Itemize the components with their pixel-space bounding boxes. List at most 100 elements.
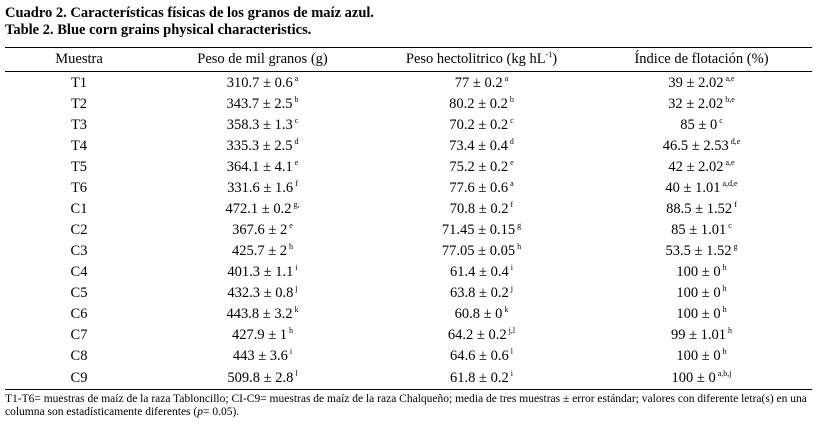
significance-letters: i [510, 263, 513, 272]
cell-sample: C6 [70, 306, 88, 322]
cell-sample: T3 [70, 117, 88, 133]
cell-value: 331.6 ± 1.6 [227, 180, 294, 196]
cell-value: 75.2 ± 0.2 [449, 159, 509, 175]
significance-letters: b [294, 95, 299, 104]
table-row: C9 509.8 ± 2.8 l 61.8 ± 0.2 i 100 ± 0 a,b,j [5, 367, 812, 390]
header-hectoliter-weight: Peso hectolitrico (kg hL-1) [372, 48, 591, 72]
significance-letters: f [734, 200, 737, 209]
significance-letters: j [510, 284, 513, 293]
cell-sample: C3 [70, 243, 88, 259]
cell-value: 70.2 ± 0.2 [449, 117, 509, 133]
cell-value: 99 ± 1.01 [670, 327, 727, 343]
table-row: T6 331.6 ± 1.6 f 77.6 ± 0.6 a 40 ± 1.01 a,d,e [5, 178, 812, 199]
cell-thousand-grain-weight: 472.1 ± 0.2 g, [153, 199, 372, 220]
cell-value: 77 ± 0.2 [454, 75, 503, 91]
footnote-text: T1-T6= muestras de maíz de la raza Tablo… [5, 393, 807, 418]
cell-thousand-grain-weight: 509.8 ± 2.8 l [153, 367, 372, 390]
cell-value: 443 ± 3.6 [232, 348, 288, 364]
cell-value: 509.8 ± 2.8 [227, 369, 294, 386]
significance-letters: h [722, 263, 727, 272]
cell-hectoliter-weight: 80.2 ± 0.2 b [372, 94, 591, 115]
cell-value: 71.45 ± 0.15 [441, 222, 516, 238]
significance-letters: b [509, 95, 514, 104]
cell-hectoliter-weight: 77.6 ± 0.6 a [372, 178, 591, 199]
cell-value: 61.4 ± 0.4 [450, 264, 509, 280]
cell-value: 335.3 ± 2.5 [226, 138, 293, 154]
significance-letters: e [294, 158, 299, 167]
cell-value: 85 ± 0 [680, 117, 718, 133]
cell-thousand-grain-weight: 310.7 ± 0.6 a [153, 72, 372, 95]
cell-thousand-grain-weight: 358.3 ± 1.3 c [153, 115, 372, 136]
cell-hectoliter-weight: 61.4 ± 0.4 i [372, 262, 591, 283]
cell-flotation-index: 53.5 ± 1.52 g [591, 241, 812, 262]
significance-letters: g, [293, 200, 300, 209]
significance-letters: g [517, 221, 522, 230]
significance-letters: c [728, 221, 732, 230]
cell-value: 77.6 ± 0.6 [449, 180, 509, 196]
cell-sample: C1 [70, 201, 88, 217]
table-page: Cuadro 2. Características físicas de los… [5, 0, 812, 419]
cell-flotation-index: 42 ± 2.02 a,e [591, 157, 812, 178]
cell-value: 80.2 ± 0.2 [449, 96, 508, 112]
significance-letters: l [295, 368, 298, 378]
cell-value: 100 ± 0 [671, 369, 716, 386]
cell-value: 64.6 ± 0.6 [450, 348, 509, 364]
significance-letters: d [294, 137, 299, 146]
significance-letters: a [504, 74, 509, 83]
cell-value: 443.8 ± 3.2 [226, 306, 293, 322]
header-thousand-grain-weight: Peso de mil granos (g) [153, 48, 372, 72]
significance-letters: g [733, 242, 738, 251]
header-sample: Muestra [5, 48, 153, 72]
cell-sample: T5 [70, 159, 88, 175]
cell-value: 77.05 ± 0.05 [441, 243, 516, 259]
cell-hectoliter-weight: 64.2 ± 0.2 j,l [372, 325, 591, 346]
cell-thousand-grain-weight: 432.3 ± 0.8 j [153, 283, 372, 304]
significance-letters: a,d,e [722, 179, 738, 188]
cell-value: 343.7 ± 2.5 [226, 96, 293, 112]
cell-value: 367.6 ± 2 [232, 222, 288, 238]
significance-letters: c [719, 116, 723, 125]
cell-value: 425.7 ± 2 [231, 243, 288, 259]
significance-letters: c [294, 116, 299, 125]
table-row: C2 367.6 ± 2 e 71.45 ± 0.15 g 85 ± 1.01 c [5, 220, 812, 241]
significance-letters: h [722, 347, 727, 356]
cell-sample: T6 [70, 180, 88, 196]
table-row: T5 364.1 ± 4.1 e 75.2 ± 0.2 e 42 ± 2.02 a,e [5, 157, 812, 178]
header-hectoliter-close: ) [552, 51, 558, 67]
cell-hectoliter-weight: 64.6 ± 0.6 l [372, 346, 591, 367]
significance-letters: d [509, 137, 514, 146]
cell-value: 85 ± 1.01 [671, 222, 727, 238]
table-row: T2 343.7 ± 2.5 b 80.2 ± 0.2 b 32 ± 2.02 b,e [5, 94, 812, 115]
cell-flotation-index: 88.5 ± 1.52 f [591, 199, 812, 220]
cell-value: 61.8 ± 0.2 [450, 369, 509, 386]
cell-sample: C2 [70, 222, 88, 238]
cell-sample: T2 [70, 96, 88, 112]
cell-value: 73.4 ± 0.4 [449, 138, 508, 154]
table-header-row: Muestra Peso de mil granos (g) Peso hect… [5, 48, 812, 72]
cell-thousand-grain-weight: 331.6 ± 1.6 f [153, 178, 372, 199]
cell-value: 42 ± 2.02 [668, 159, 724, 175]
cell-sample: T1 [70, 75, 88, 91]
cell-value: 310.7 ± 0.6 [226, 75, 293, 91]
cell-value: 64.2 ± 0.2 [447, 327, 507, 343]
footnote-p-value: = 0.05). [203, 406, 240, 418]
cell-value: 358.3 ± 1.3 [226, 117, 293, 133]
cell-hectoliter-weight: 70.2 ± 0.2 c [372, 115, 591, 136]
table-caption-spanish: Cuadro 2. Características físicas de los… [5, 5, 375, 21]
cell-thousand-grain-weight: 343.7 ± 2.5 b [153, 94, 372, 115]
cell-hectoliter-weight: 71.45 ± 0.15 g [372, 220, 591, 241]
footnote-p-symbol: p [197, 406, 203, 418]
cell-hectoliter-weight: 61.8 ± 0.2 i [372, 367, 591, 390]
cell-value: 40 ± 1.01 [665, 180, 721, 196]
cell-thousand-grain-weight: 401.3 ± 1.1 i [153, 262, 372, 283]
cell-sample: C8 [70, 348, 88, 364]
significance-letters: i [289, 347, 293, 356]
cell-value: 39 ± 2.02 [668, 75, 724, 91]
significance-letters: d,e [730, 137, 741, 146]
cell-flotation-index: 40 ± 1.01 a,d,e [591, 178, 812, 199]
